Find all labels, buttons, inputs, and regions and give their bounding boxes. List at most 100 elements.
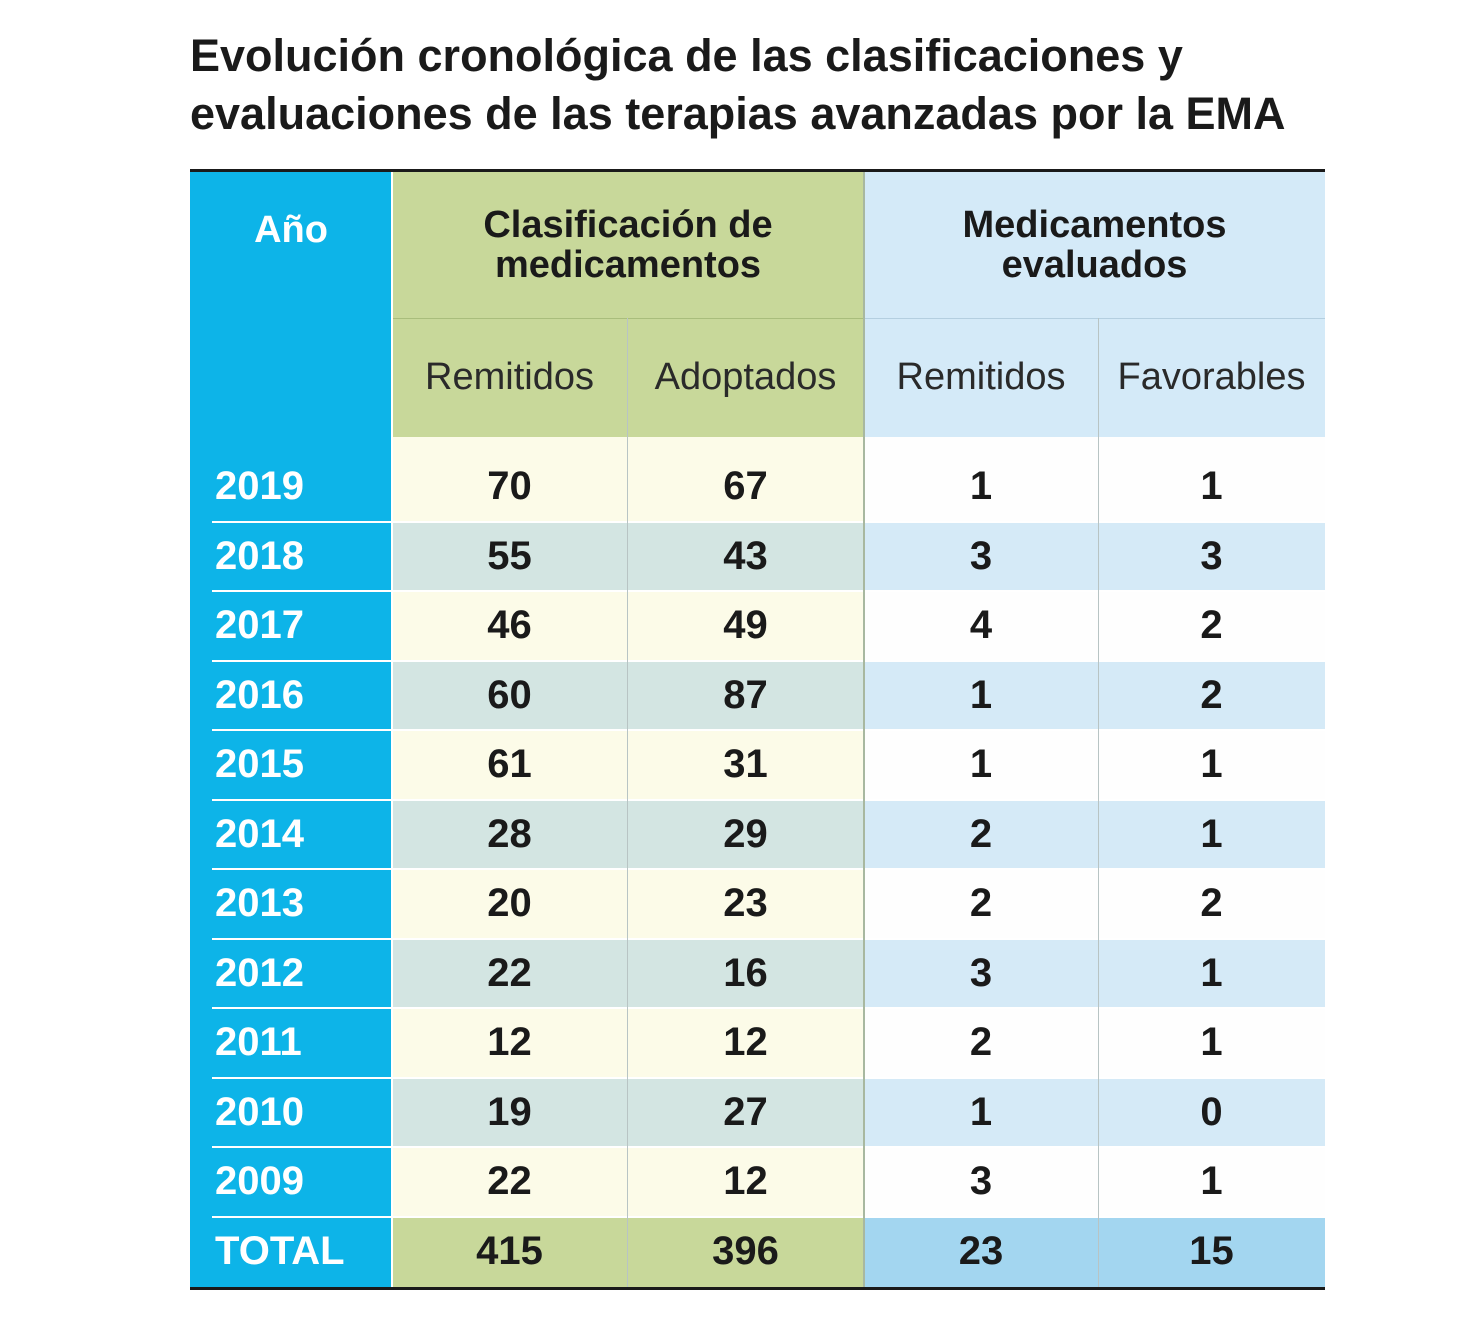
cell-bg (392, 1077, 627, 1147)
year-label: 2018 (215, 533, 304, 578)
cell-value: 2 (969, 1020, 993, 1065)
year-label: 2009 (215, 1159, 304, 1204)
cell-value: 23 (723, 881, 768, 926)
cell-value: 4 (969, 603, 993, 648)
bottom-border (190, 1286, 1325, 1290)
cell-bg (1098, 521, 1325, 591)
cell-value: 55 (487, 533, 532, 578)
cell-value: 1 (969, 672, 993, 717)
group-label: Medicamentos evaluados (962, 204, 1227, 286)
year-label: 2010 (215, 1089, 304, 1134)
cell-bg (864, 730, 1098, 800)
row-separator (212, 1215, 1325, 1218)
cell-value: 1 (969, 464, 993, 509)
cell-bg (392, 521, 627, 591)
cell-bg (1098, 1077, 1325, 1147)
cell-bg (627, 799, 864, 869)
cell-bg (392, 730, 627, 800)
cell-value: 19 (487, 1089, 532, 1134)
year-label: 2015 (215, 742, 304, 787)
year-bg (190, 1216, 392, 1287)
cell-value: 1 (1200, 1020, 1223, 1065)
year-bg (190, 591, 392, 661)
cell-bg (864, 1008, 1098, 1078)
cell-value: 1 (1200, 742, 1223, 787)
cell-bg (864, 869, 1098, 939)
cell-value: 43 (723, 533, 768, 578)
cell-value: 1 (969, 1089, 993, 1134)
year-header-bg (190, 172, 392, 437)
subcolumn-header: Favorables (1117, 356, 1306, 398)
cell-value: 16 (723, 950, 768, 995)
year-label: 2017 (215, 603, 304, 648)
cell-bg (1098, 591, 1325, 661)
cell-value: 12 (723, 1159, 768, 1204)
title-line: Evolución cronológica de las clasificaci… (190, 30, 1183, 81)
row-separator (212, 868, 1325, 870)
cell-value: 1 (1200, 950, 1223, 995)
cell-bg (627, 1008, 864, 1078)
year-header: Año (254, 209, 328, 251)
cell-bg (864, 799, 1098, 869)
cell-value: 46 (487, 603, 532, 648)
year-bg (190, 1077, 392, 1147)
cell-value: 1 (1200, 1159, 1223, 1204)
cell-bg (392, 1147, 627, 1217)
subcolumn-header: Adoptados (654, 356, 837, 398)
group-label: Clasificación de medicamentos (483, 204, 773, 286)
year-bg (190, 521, 392, 591)
year-bg (190, 1147, 392, 1217)
cell-value: 415 (476, 1229, 543, 1273)
year-bg (190, 1008, 392, 1078)
cell-value: 1 (1200, 464, 1223, 509)
cell-value: 3 (969, 533, 993, 578)
col-divider (627, 318, 628, 1287)
cell-bg (392, 869, 627, 939)
cell-value: 1 (1200, 811, 1223, 856)
cell-value: 396 (712, 1229, 779, 1273)
year-label: 2019 (215, 464, 304, 509)
row-separator (212, 1146, 1325, 1148)
col-divider (863, 172, 865, 1287)
cell-bg (392, 591, 627, 661)
cell-bg (1098, 869, 1325, 939)
cell-bg (1098, 437, 1325, 522)
row-separator (212, 590, 1325, 592)
cell-value: 2 (1200, 881, 1223, 926)
cell-value: 60 (487, 672, 532, 717)
subcolumn-header: Remitidos (425, 356, 594, 398)
cell-value: 22 (487, 1159, 532, 1204)
group-header: Clasificación de medicamentos (392, 172, 864, 318)
col-divider (1098, 318, 1099, 1287)
row-separator (212, 1076, 1325, 1079)
row-separator (212, 1007, 1325, 1009)
year-bg (190, 437, 392, 522)
cell-bg (864, 938, 1098, 1008)
cell-bg (392, 799, 627, 869)
cell-bg (1098, 938, 1325, 1008)
year-label: 2013 (215, 881, 304, 926)
cell-value: 27 (723, 1089, 768, 1134)
year-label: 2016 (215, 672, 304, 717)
year-label: 2011 (215, 1020, 302, 1065)
row-separator (212, 937, 1325, 940)
cell-bg (864, 437, 1098, 522)
cell-bg (627, 591, 864, 661)
cell-value: 1 (969, 742, 993, 787)
cell-value: 0 (1200, 1089, 1223, 1134)
cell-bg (864, 1147, 1098, 1217)
year-bg (190, 869, 392, 939)
cell-bg (392, 1216, 627, 1287)
cell-value: 70 (487, 464, 532, 509)
group-divider (392, 318, 864, 319)
row-separator (212, 659, 1325, 662)
cell-bg (627, 730, 864, 800)
cell-bg (392, 938, 627, 1008)
cell-bg (1098, 1147, 1325, 1217)
cell-value: 2 (1200, 672, 1223, 717)
cell-bg (392, 660, 627, 730)
row-separator (212, 729, 1325, 731)
cell-value: 2 (969, 811, 993, 856)
